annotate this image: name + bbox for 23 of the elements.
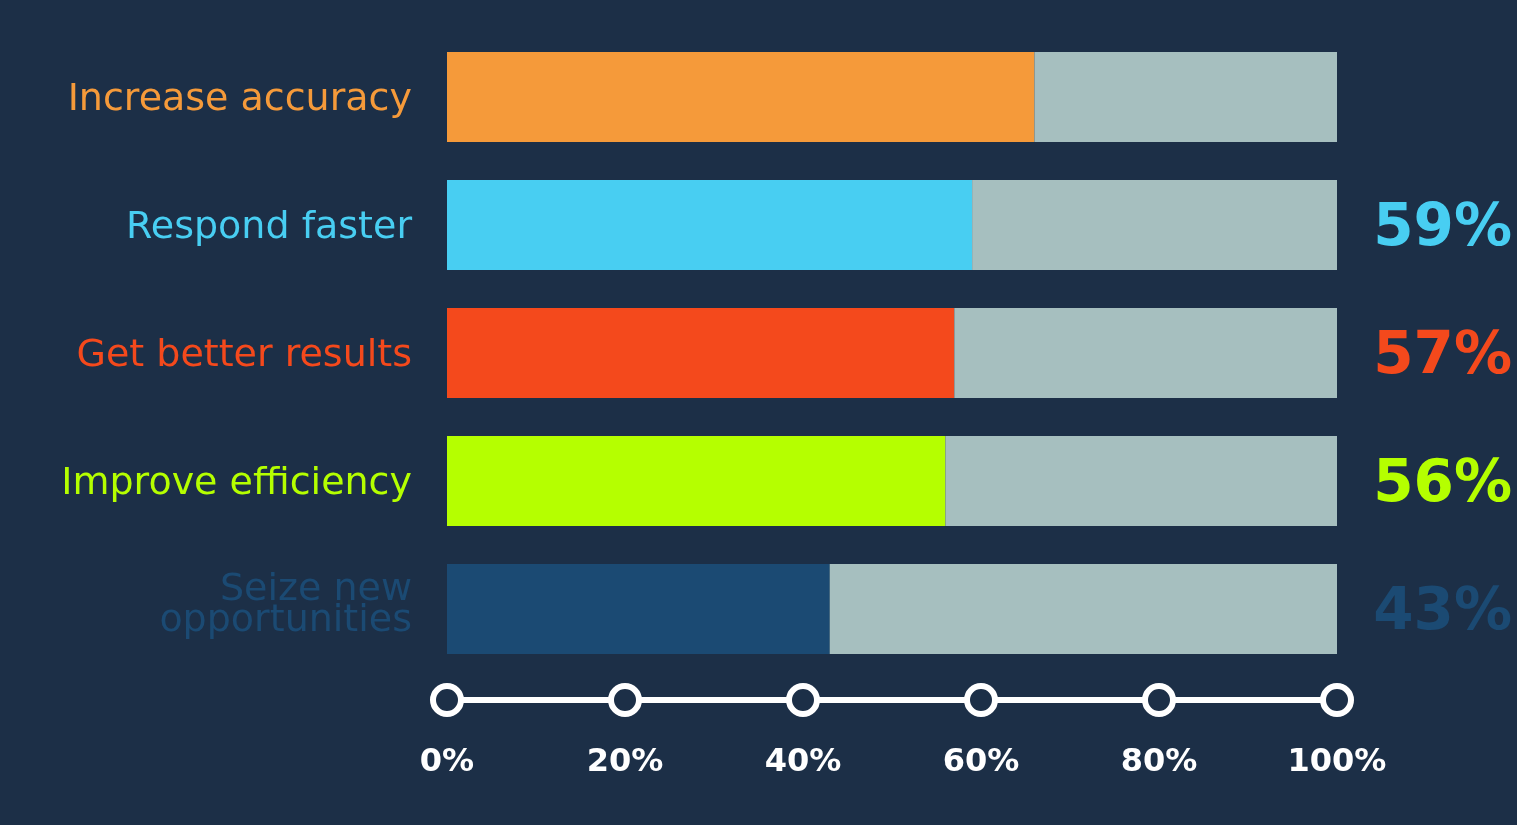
x-tick-label: 80% <box>1120 741 1198 780</box>
bar <box>447 308 955 398</box>
y-tick-label: Improve efficiency <box>61 459 412 504</box>
bar <box>447 52 1035 142</box>
x-tick-label: 0% <box>419 741 475 780</box>
x-tick-label: 60% <box>942 741 1020 780</box>
bar <box>829 564 1337 654</box>
bar <box>1034 52 1337 142</box>
data-label: 57% <box>1373 319 1512 388</box>
bar <box>447 436 946 526</box>
bar <box>972 180 1337 270</box>
x-tick-label: 20% <box>586 741 664 780</box>
x-tick-label: 100% <box>1287 741 1387 780</box>
data-label: 59% <box>1373 191 1512 260</box>
y-tick-label: Increase accuracy <box>67 75 412 120</box>
bar <box>447 180 973 270</box>
y-tick-label: Respond faster <box>126 203 413 248</box>
x-tick-label: 40% <box>764 741 842 780</box>
bar <box>945 436 1337 526</box>
bar <box>447 564 830 654</box>
data-label: 56% <box>1373 447 1512 516</box>
y-tick-label: Get better results <box>76 331 412 376</box>
bar <box>954 308 1337 398</box>
